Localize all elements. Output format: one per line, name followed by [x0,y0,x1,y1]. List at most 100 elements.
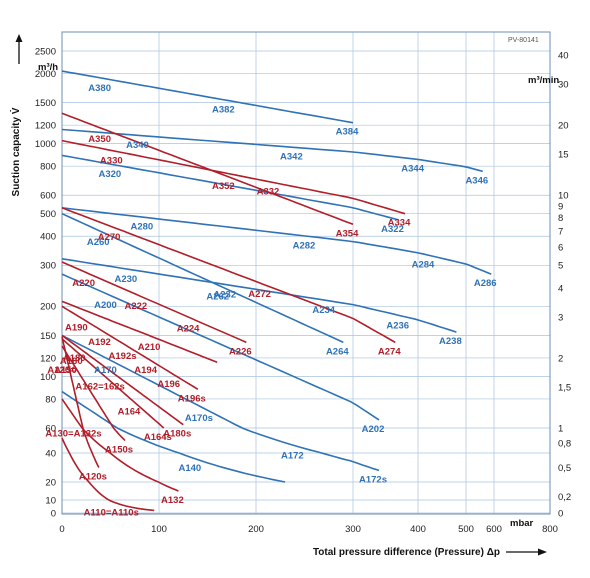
y-tick-label-left: 1500 [35,98,56,109]
curve-label: A150s [105,445,133,456]
curve-label: A286 [474,278,497,289]
curve-label: A284 [412,259,435,270]
y-tick-label-right: 6 [558,242,563,253]
y-tick-label-right: 4 [558,283,563,294]
y-tick-label-left: 200 [40,302,56,313]
x-tick-label: 300 [345,524,361,535]
curve-label: A354 [336,228,359,239]
y-tick-label-right: 30 [558,80,569,91]
curve-a110 [61,437,155,512]
curve-label: A200 [94,300,117,311]
curve-label: A332 [257,187,280,198]
y-tick-label-right: 8 [558,213,563,224]
y-tick-label-right: 40 [558,51,569,62]
y-tick-label-right: 9 [558,201,563,212]
curve-label: A270 [98,232,121,243]
y-tick-label-left: 20 [45,477,56,488]
curve-label: A164 [118,407,141,418]
curve-label: A222 [125,301,148,312]
curve-a120 [61,336,100,468]
curve-a150 [61,345,126,442]
curve-label: A180 [63,353,86,364]
y-tick-label-right: 1,5 [558,382,571,393]
curve-label: A342 [280,152,303,163]
curve-labels: A380 A382 A384 A340 A342 A344 A346 A320 A322 A280… [45,83,496,519]
curve-a340 [61,128,484,173]
curve-a280 [61,207,492,275]
curve-label: A282 [293,241,316,252]
curve-a140 [61,390,286,483]
curve-label: A234 [312,305,335,316]
curve-label: A150 [54,365,77,376]
curve-label: A196s [178,393,206,404]
curve-a260 [61,212,344,344]
curve-label: A130=A132s [45,428,101,439]
curve-label: A170s [185,413,213,424]
x-tick-label: 100 [151,524,167,535]
y-tick-label-right: 0,8 [558,438,571,449]
curve-label: A192s [109,351,137,362]
curve-label: A160 [60,356,83,367]
y-tick-label-left: 0 [51,508,56,519]
curve-label: A334 [388,218,411,229]
y-tick-label-left: 40 [45,448,56,459]
y-tick-label-right: 3 [558,312,563,323]
curve-label: A280 [130,222,153,233]
y-tick-label-left: 300 [40,261,56,272]
curve-label: A220 [72,278,95,289]
y-tick-label-right: 0,2 [558,492,571,503]
x-unit: mbar [510,518,534,529]
curve-a180 [61,334,184,426]
curve-label: A230 [114,274,137,285]
y-tick-label-left: 60 [45,423,56,434]
y-ticks-left: 0 10 20 40 60 80 100 120 150 200 300 400 500 600 800 10… [35,46,56,519]
curve-label: A344 [401,163,424,174]
y-tick-label-left: 1000 [35,139,56,150]
curve-label: A236 [386,320,409,331]
curve-label: A262 [206,292,229,303]
y-tick-label-left: 500 [40,209,56,220]
y-unit-left: m³/h [38,62,58,73]
curve-label: A346 [465,175,488,186]
curve-label: A264 [326,346,349,357]
curve-label: A172 [281,451,304,462]
curve-label: A120= [47,365,76,376]
reference-code: PV-80141 [508,37,539,44]
x-tick-label: 0 [59,524,64,535]
curve-label: A382 [212,105,235,116]
x-tick-label: 500 [458,524,474,535]
y-tick-label-left: 120 [40,353,56,364]
plot-frame [61,31,551,515]
curve-label: A180s [163,429,191,440]
curve-label: A238 [439,336,462,347]
curve-a380 [61,70,354,124]
curve-label: A260 [87,237,110,248]
y-tick-label-right: 10 [558,191,569,202]
curve-a230 [61,258,457,333]
x-tick-label: 200 [248,524,264,535]
curve-a170 [61,334,380,472]
curve-label: A322 [381,224,404,235]
curve-a220 [61,261,247,344]
y-axis-title: Suction capacity V̇ [10,107,22,196]
y-tick-label-right: 5 [558,261,563,272]
x-axis-title: Total pressure difference (Pressure) Δp [313,547,500,558]
curve-label: A192 [88,337,111,348]
y-tick-label-left: 80 [45,394,56,405]
curve-label: A380 [88,83,111,94]
curve-label: A120s [79,472,107,483]
curve-label: A320 [98,169,121,180]
curve-label: A350 [88,134,111,145]
x-tick-label: 600 [486,524,502,535]
curve-a320 [61,154,399,221]
y-tick-label-right: 7 [558,227,563,238]
curve-label: A132 [161,495,184,506]
curves [61,70,492,512]
y-tick-label-left: 1200 [35,121,56,132]
curve-a200 [61,273,380,421]
y-unit-right: m³/min [528,75,559,86]
curve-a270 [61,207,396,344]
grid [61,32,551,514]
curve-label: A210 [138,342,161,353]
